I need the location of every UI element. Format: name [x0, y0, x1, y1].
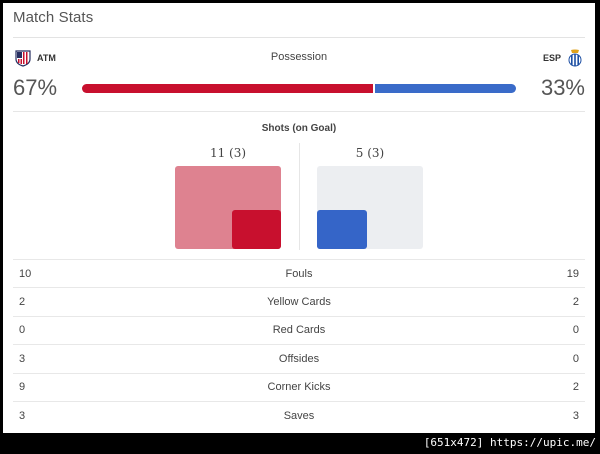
stat-row-fouls: 10 Fouls 19 [13, 259, 585, 287]
home-stat-value: 3 [19, 352, 26, 365]
stat-row-offsides: 3 Offsides 0 [13, 344, 585, 372]
home-stat-value: 9 [19, 381, 26, 394]
stat-label: Yellow Cards [267, 296, 331, 309]
home-shots-on-goal-block [231, 210, 281, 249]
espanyol-crest-icon [567, 49, 583, 67]
possession-label: Possession [270, 51, 328, 63]
watermark: [651x472] https://upic.me/ [423, 436, 596, 449]
stat-row-corner-kicks: 9 Corner Kicks 2 [13, 372, 585, 401]
away-shots-value: 5 (3) [355, 146, 385, 160]
home-team-abbr: ATM [37, 53, 56, 63]
title-divider [13, 37, 585, 38]
home-possession-segment [82, 84, 373, 93]
card-title: Match Stats [13, 9, 94, 26]
home-stat-value: 3 [19, 409, 26, 422]
stat-label: Corner Kicks [267, 381, 331, 394]
match-stats-card: Match Stats ATM Possession ESP [3, 3, 595, 433]
away-team[interactable]: ESP [543, 49, 583, 67]
away-stat-value: 0 [572, 324, 579, 337]
home-shots-goal-graphic [175, 166, 281, 249]
away-stat-value: 19 [566, 267, 579, 280]
away-shots-goal-graphic [317, 166, 423, 249]
away-team-abbr: ESP [542, 53, 561, 63]
shots-divider [299, 143, 300, 250]
stats-table: 10 Fouls 19 2 Yellow Cards 2 0 Red Cards… [13, 259, 585, 429]
home-possession-pct: 67% [13, 75, 58, 100]
stat-label: Red Cards [272, 324, 326, 337]
stat-row-saves: 3 Saves 3 [13, 400, 585, 429]
home-stat-value: 10 [19, 267, 32, 280]
away-possession-segment [374, 84, 516, 93]
section-divider [13, 111, 585, 112]
home-team[interactable]: ATM [15, 49, 56, 67]
away-stat-value: 2 [572, 381, 579, 394]
home-stat-value: 2 [19, 296, 26, 309]
away-stat-value: 0 [572, 352, 579, 365]
possession-bar [82, 84, 516, 93]
away-stat-value: 3 [572, 409, 579, 422]
stat-label: Saves [283, 409, 315, 422]
stat-label: Fouls [285, 267, 313, 280]
stat-label: Offsides [278, 352, 320, 365]
stat-row-red-cards: 0 Red Cards 0 [13, 315, 585, 344]
away-shots-on-goal-block [317, 210, 367, 249]
home-stat-value: 0 [19, 324, 26, 337]
atletico-crest-icon [15, 49, 31, 67]
image-footer [0, 433, 600, 454]
away-stat-value: 2 [572, 296, 579, 309]
away-possession-pct: 33% [540, 75, 585, 100]
shots-title: Shots (on Goal) [261, 123, 337, 134]
stat-row-yellow-cards: 2 Yellow Cards 2 [13, 287, 585, 315]
home-shots-value: 11 (3) [209, 146, 247, 160]
